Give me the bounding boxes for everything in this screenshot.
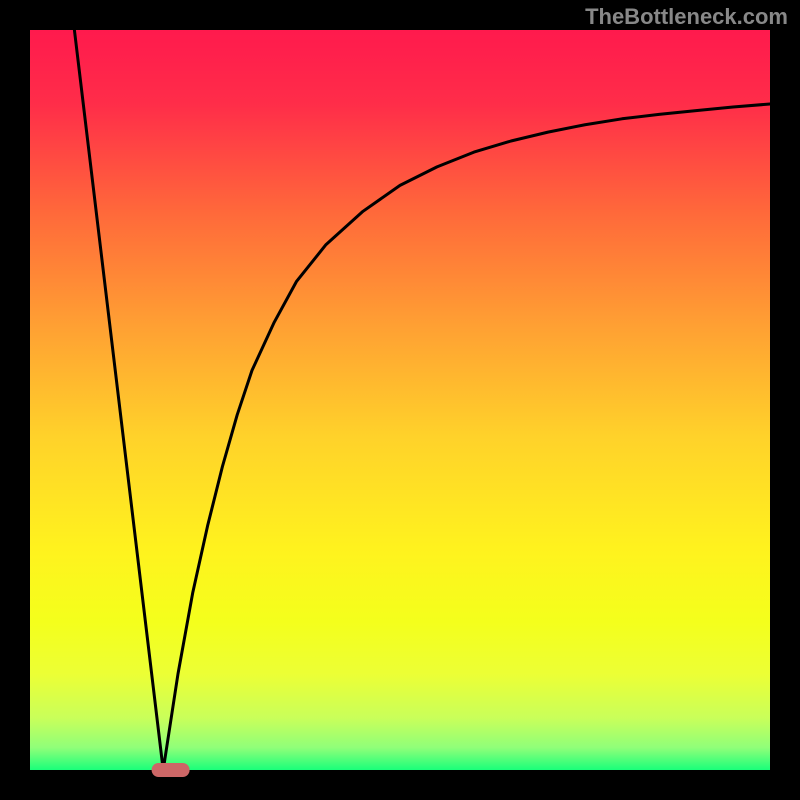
plot-area bbox=[30, 30, 770, 770]
optimum-marker bbox=[152, 763, 190, 777]
bottleneck-chart bbox=[0, 0, 800, 800]
watermark-text: TheBottleneck.com bbox=[585, 4, 788, 30]
chart-container: TheBottleneck.com bbox=[0, 0, 800, 800]
